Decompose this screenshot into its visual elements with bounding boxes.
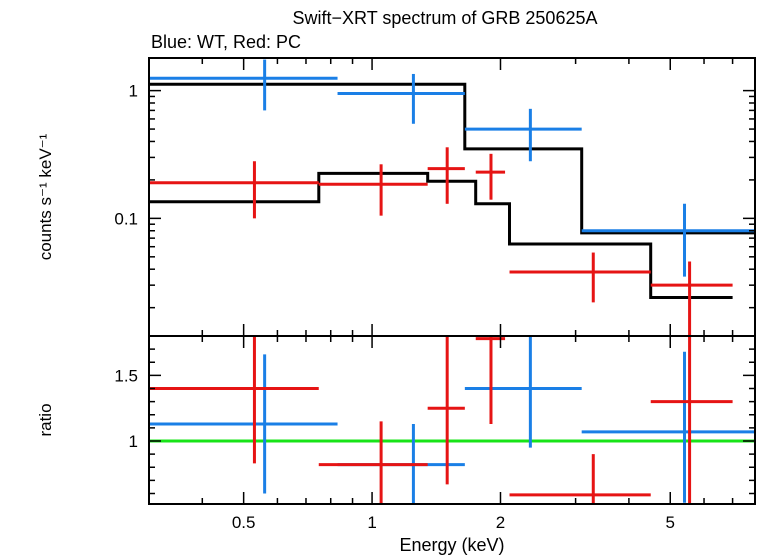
ratio-point-pc <box>149 336 319 464</box>
spectrum-point-pc <box>318 164 428 216</box>
x-tick-label: 0.5 <box>232 513 256 532</box>
spectrum-point-pc <box>650 261 733 336</box>
y-tick-label-ratio: 1.5 <box>114 366 138 385</box>
y-axis-label-ratio: ratio <box>36 403 55 436</box>
ratio-point-pc <box>318 421 428 504</box>
ratio-panel-frame <box>148 335 756 505</box>
ratio-panel <box>149 336 755 504</box>
ratio-point-wt <box>581 351 755 503</box>
spectrum-point-pc <box>509 252 651 303</box>
spectrum-point-wt <box>337 73 465 124</box>
axes: 0.5 1 2 5 0.1 1 1 1.5 <box>114 58 755 532</box>
y-axis-label-spectrum: counts s⁻¹ keV⁻¹ <box>36 133 55 260</box>
x-tick-label: 2 <box>496 513 505 532</box>
model-step-pc <box>149 171 733 299</box>
spectrum-point-pc <box>475 153 506 200</box>
spectrum-point-pc <box>427 147 465 204</box>
ratio-point-pc <box>650 336 733 504</box>
ratio-point-pc <box>475 336 506 424</box>
ratio-point-wt <box>464 336 582 448</box>
y-tick-label-spectrum: 0.1 <box>114 209 138 228</box>
ratio-point-pc <box>509 454 651 504</box>
model-step-wt <box>149 82 755 235</box>
ratio-point-pc <box>427 336 465 485</box>
chart-subtitle: Blue: WT, Red: PC <box>151 32 301 52</box>
spectrum-panel-frame <box>148 57 756 337</box>
chart-title: Swift−XRT spectrum of GRB 250625A <box>293 8 598 28</box>
spectrum-point-wt <box>149 59 338 111</box>
ratio-point-wt <box>149 354 338 494</box>
y-tick-label-spectrum: 1 <box>129 82 138 101</box>
spectrum-point-pc <box>149 161 319 219</box>
spectrum-point-wt <box>581 203 755 277</box>
x-tick-label: 1 <box>367 513 376 532</box>
spectrum-point-wt <box>464 108 582 162</box>
x-tick-label: 5 <box>666 513 675 532</box>
y-tick-label-ratio: 1 <box>129 432 138 451</box>
x-axis-label: Energy (keV) <box>399 535 504 555</box>
spectrum-panel <box>149 59 755 336</box>
